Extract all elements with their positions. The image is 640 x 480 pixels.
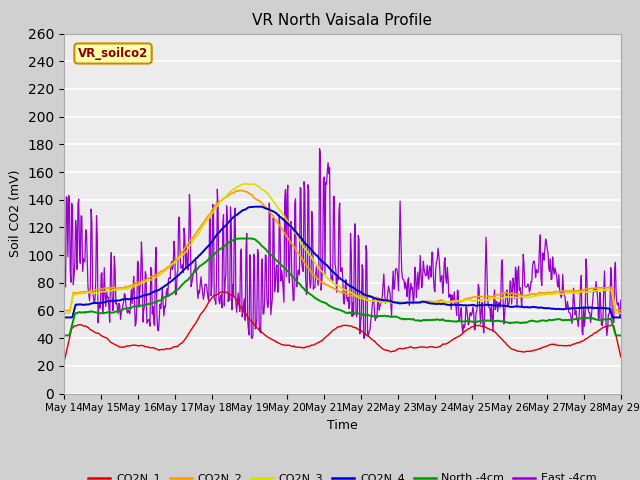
CO2N_4 [411,300,419,305]
CO2N_4 [214,231,221,237]
CO2N_4 [617,314,625,320]
North -4cm [617,333,625,338]
X-axis label: Time: Time [327,419,358,432]
East -4cm [617,297,625,303]
CO2N_2 [70,289,78,295]
CO2N_3 [241,180,249,186]
North -4cm [60,333,68,338]
Legend: CO2N_1, CO2N_2, CO2N_3, CO2N_4, North -4cm, East -4cm: CO2N_1, CO2N_2, CO2N_3, CO2N_4, North -4… [84,469,601,480]
Line: North -4cm: North -4cm [64,239,621,336]
CO2N_2 [428,299,435,304]
Line: CO2N_4: CO2N_4 [64,207,621,317]
CO2N_3 [428,300,435,305]
East -4cm [248,336,255,341]
CO2N_1 [60,359,68,365]
North -4cm [214,248,221,254]
CO2N_2 [411,300,419,305]
CO2N_2 [184,241,192,247]
CO2N_3 [70,291,78,297]
CO2N_4 [127,296,135,302]
CO2N_1 [127,343,135,348]
CO2N_1 [428,344,435,349]
North -4cm [428,317,435,323]
CO2N_4 [60,314,68,320]
CO2N_1 [70,323,78,329]
CO2N_3 [127,284,135,290]
CO2N_1 [411,345,419,351]
East -4cm [214,186,221,192]
CO2N_3 [617,311,625,316]
Line: East -4cm: East -4cm [64,149,621,338]
CO2N_2 [617,308,625,313]
CO2N_1 [221,289,229,295]
Text: VR_soilco2: VR_soilco2 [78,47,148,60]
North -4cm [127,305,135,311]
North -4cm [70,314,78,320]
East -4cm [316,146,323,152]
Y-axis label: Soil CO2 (mV): Soil CO2 (mV) [9,170,22,257]
North -4cm [411,317,419,323]
East -4cm [184,267,192,273]
East -4cm [60,304,68,310]
CO2N_1 [617,354,625,360]
CO2N_2 [60,308,68,313]
East -4cm [428,249,436,255]
East -4cm [412,272,419,277]
North -4cm [235,236,243,241]
East -4cm [127,287,135,292]
CO2N_3 [214,203,221,209]
Line: CO2N_2: CO2N_2 [64,191,621,311]
CO2N_3 [184,246,192,252]
CO2N_1 [214,291,221,297]
CO2N_2 [127,283,135,288]
CO2N_4 [250,204,257,210]
North -4cm [184,277,192,283]
CO2N_3 [60,311,68,316]
CO2N_2 [214,201,221,207]
CO2N_4 [184,263,192,269]
CO2N_3 [411,299,419,305]
CO2N_2 [237,188,245,193]
East -4cm [70,273,78,278]
Line: CO2N_1: CO2N_1 [64,292,621,362]
CO2N_4 [428,300,435,306]
CO2N_4 [70,308,78,313]
Title: VR North Vaisala Profile: VR North Vaisala Profile [252,13,433,28]
CO2N_1 [184,332,192,338]
Line: CO2N_3: CO2N_3 [64,183,621,313]
